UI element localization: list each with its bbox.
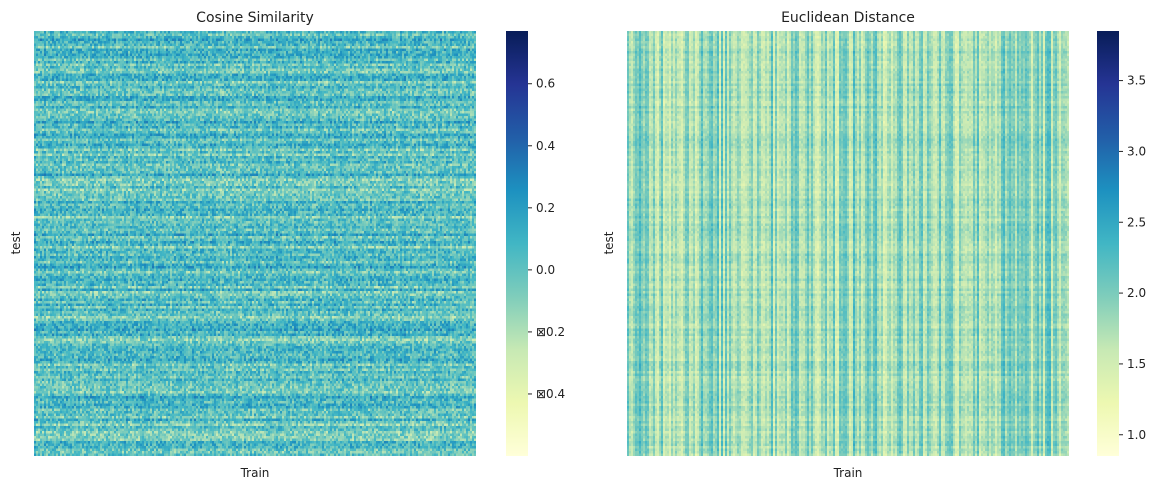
euclidean-xlabel: Train — [833, 466, 863, 480]
euclidean-colorbar-tick-label: 2.0 — [1127, 286, 1146, 300]
cosine-ylabel: test — [9, 231, 23, 254]
euclidean-colorbar-tick: 2.5 — [1119, 215, 1146, 229]
cosine-colorbar-tick-label: 0.6 — [536, 77, 555, 91]
euclidean-colorbar-tick: 1.0 — [1119, 428, 1146, 442]
cosine-xlabel: Train — [240, 466, 270, 480]
cosine-colorbar-tick: 0.0 — [528, 263, 555, 277]
cosine-colorbar-tick-label: 0.0 — [536, 263, 555, 277]
cosine-colorbar-tick: ⊠0.2 — [528, 325, 565, 339]
euclidean-colorbar-tick: 3.0 — [1119, 144, 1146, 158]
euclidean-colorbar-tick: 3.5 — [1119, 74, 1146, 88]
cosine-similarity-panel: Cosine Similarity Train test 0.6 0.4 0.2… — [9, 10, 565, 480]
euclidean-colorbar-tick-label: 1.0 — [1127, 428, 1146, 442]
cosine-colorbar-ticks: 0.6 0.4 0.2 0.0 ⊠0.2 ⊠0.4 — [528, 77, 565, 401]
cosine-colorbar-tick: 0.6 — [528, 77, 555, 91]
euclidean-colorbar-tick-label: 2.5 — [1127, 215, 1146, 229]
cosine-colorbar-tick-label: 0.4 — [536, 139, 555, 153]
cosine-colorbar-tick-label: ⊠0.2 — [536, 325, 565, 339]
cosine-colorbar-tick: ⊠0.4 — [528, 387, 565, 401]
cosine-colorbar-tick: 0.4 — [528, 139, 555, 153]
euclidean-colorbar-tick-label: 3.0 — [1127, 144, 1146, 158]
euclidean-colorbar-tick: 2.0 — [1119, 286, 1146, 300]
heatmap-cells — [627, 31, 1069, 456]
cosine-title: Cosine Similarity — [196, 10, 314, 26]
cosine-colorbar-tick-label: 0.2 — [536, 201, 555, 215]
euclidean-distance-panel: Euclidean Distance Train test 3.5 3.0 2.… — [602, 10, 1146, 480]
cosine-colorbar-tick: 0.2 — [528, 201, 555, 215]
euclidean-colorbar-tick-label: 1.5 — [1127, 357, 1146, 371]
cosine-heatmap — [34, 31, 476, 456]
cosine-colorbar — [506, 31, 528, 456]
heatmap-cells — [34, 31, 476, 456]
euclidean-colorbar-tick: 1.5 — [1119, 357, 1146, 371]
euclidean-title: Euclidean Distance — [781, 10, 915, 26]
euclidean-heatmap — [627, 31, 1069, 456]
euclidean-colorbar-tick-label: 3.5 — [1127, 74, 1146, 88]
euclidean-ylabel: test — [602, 231, 616, 254]
euclidean-colorbar-ticks: 3.5 3.0 2.5 2.0 1.5 1.0 — [1119, 74, 1146, 442]
cosine-colorbar-tick-label: ⊠0.4 — [536, 387, 565, 401]
euclidean-colorbar — [1097, 31, 1119, 456]
